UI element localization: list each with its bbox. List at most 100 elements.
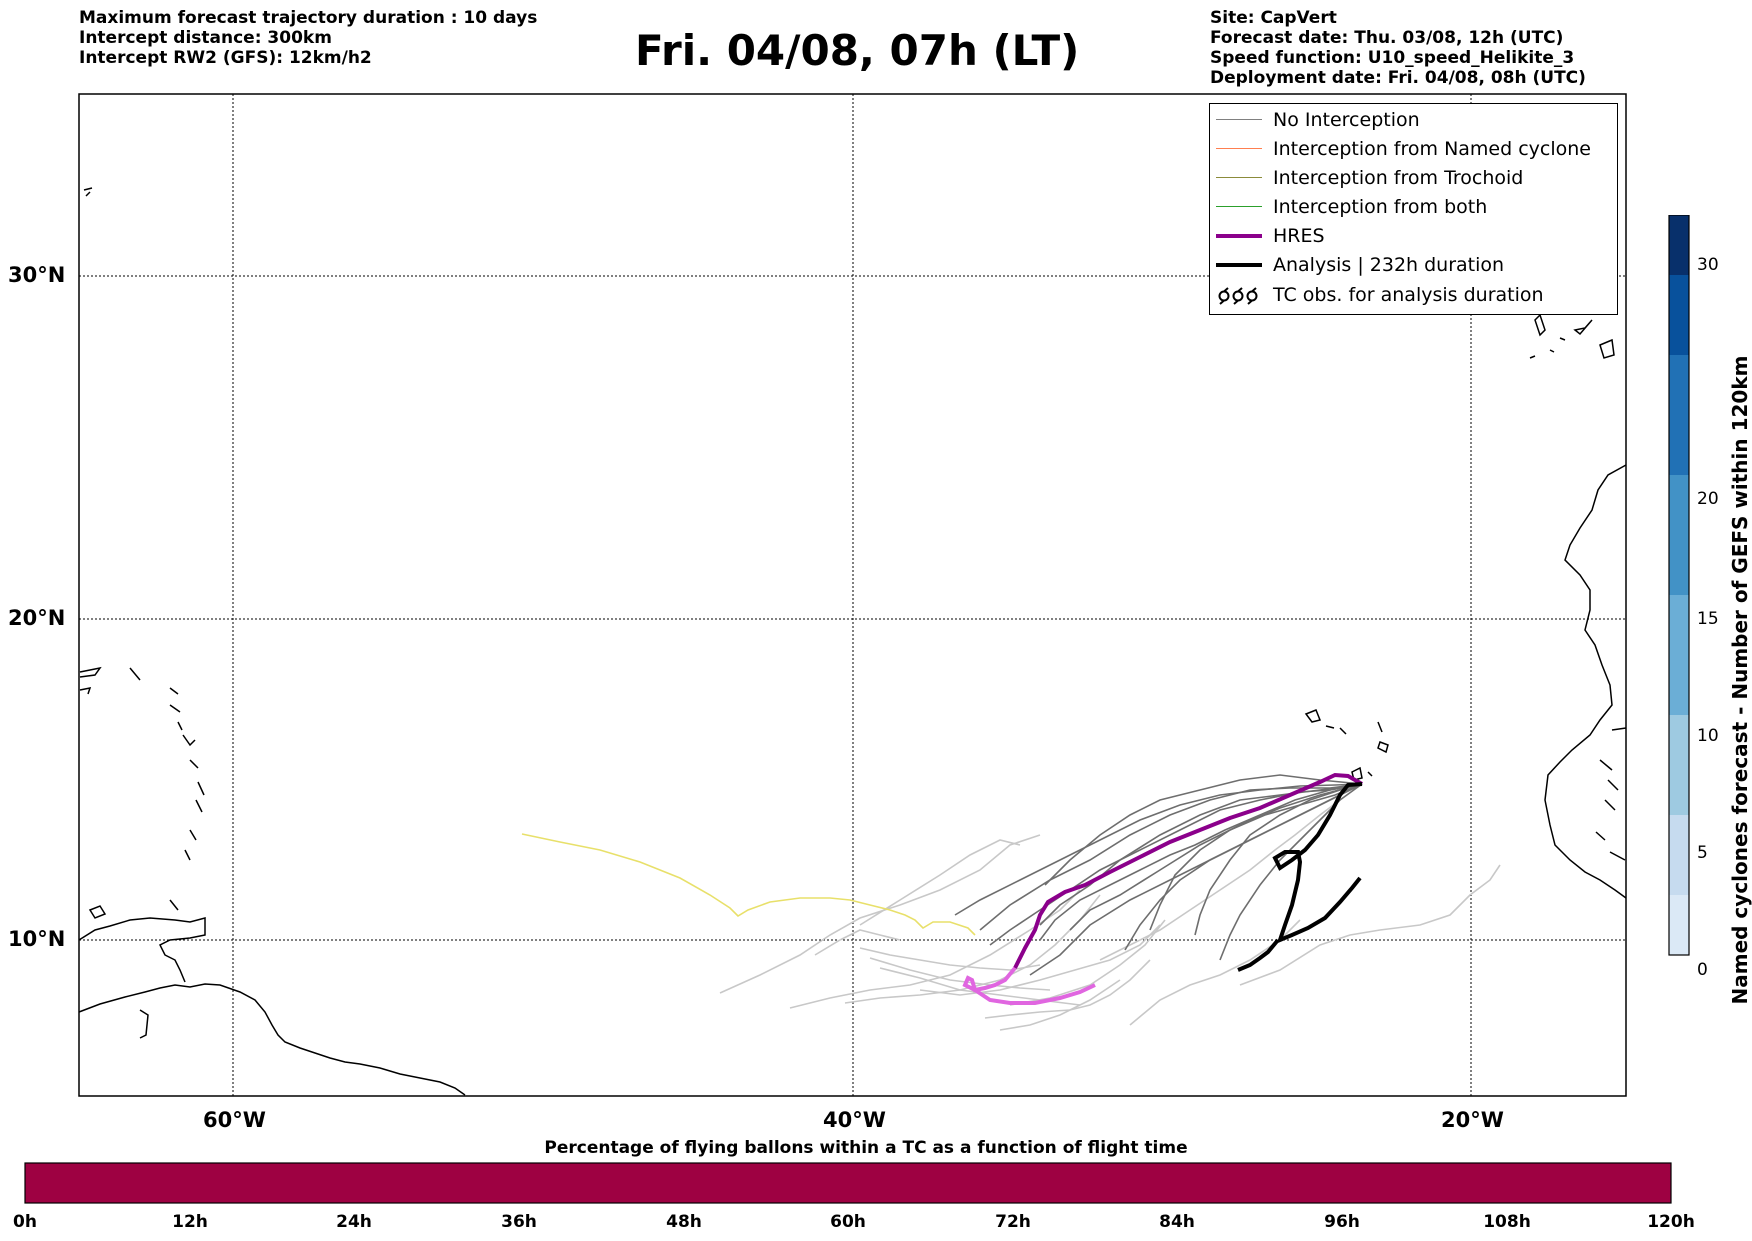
colorbar-bottom-fill	[24, 1162, 1672, 1204]
coast-cape-verde	[1304, 709, 1389, 781]
colorbar-seg	[1669, 215, 1689, 275]
trajectory-light-14	[999, 979, 1121, 1031]
trajectory-light-11	[919, 924, 1161, 996]
header-info-right: Site: CapVert Forecast date: Thu. 03/08,…	[1210, 8, 1586, 88]
trajectory-light-4	[984, 959, 1151, 1019]
colorbar-bottom-tick-48h: 48h	[666, 1212, 702, 1232]
colorbar-tick-15: 15	[1697, 609, 1719, 629]
trajectory-light-1	[719, 834, 1041, 994]
header-info-left: Maximum forecast trajectory duration : 1…	[79, 8, 537, 68]
legend-line-icon	[1216, 263, 1262, 267]
lat-tick-30: 30°N	[8, 263, 66, 287]
trajectories-light	[719, 799, 1501, 1031]
trajectories-dark	[954, 774, 1363, 976]
colorbar-bottom-tick-24h: 24h	[336, 1212, 372, 1232]
deployment-date-text: Deployment date: Fri. 04/08, 08h (UTC)	[1210, 68, 1586, 88]
analysis-trajectory	[1237, 782, 1363, 972]
colorbar-bottom-tick-120h: 120h	[1647, 1212, 1695, 1232]
intercept-distance-text: Intercept distance: 300km	[79, 28, 332, 48]
colorbar-seg	[1669, 475, 1689, 595]
coast-small-antilles	[79, 666, 205, 1039]
speed-function-text: Speed function: U10_speed_Helikite_3	[1210, 48, 1575, 68]
legend-item-tc-obs: TC obs. for analysis duration	[1210, 283, 1617, 307]
trajectory-light-7	[869, 957, 1051, 991]
colorbar-seg	[1669, 275, 1689, 355]
trajectory-dark-2	[1039, 783, 1363, 926]
legend-label: HRES	[1273, 225, 1325, 247]
colorbar-seg	[1669, 355, 1689, 475]
colorbar-bottom-tick-0h: 0h	[13, 1212, 37, 1232]
colorbar-bottom-tick-60h: 60h	[830, 1212, 866, 1232]
map-title: Fri. 04/08, 07h (LT)	[635, 26, 1080, 75]
colorbar-seg	[1669, 895, 1689, 955]
colorbar-right	[1668, 215, 1690, 956]
forecast-date-text: Forecast date: Thu. 03/08, 12h (UTC)	[1210, 28, 1564, 48]
legend-item-hres: HRES	[1210, 224, 1617, 248]
coastlines	[78, 187, 1627, 1096]
legend-label: Analysis | 232h duration	[1273, 254, 1505, 276]
colorbar-bottom-tick-108h: 108h	[1483, 1212, 1531, 1232]
map-legend: No Interception Interception from Named …	[1209, 103, 1618, 315]
colorbar-tick-10: 10	[1697, 726, 1719, 746]
colorbar-bottom-title: Percentage of flying ballons within a TC…	[544, 1138, 1188, 1158]
legend-line-icon	[1216, 234, 1262, 238]
coast-west-africa-islands	[1595, 727, 1627, 861]
lon-tick-40: 40°W	[823, 1108, 886, 1132]
trajectory-dark-7	[1069, 783, 1363, 931]
legend-label: TC obs. for analysis duration	[1273, 284, 1544, 306]
tc-symbol-icon	[1218, 287, 1258, 305]
trajectory-dark-5	[954, 783, 1363, 916]
lon-tick-60: 60°W	[203, 1108, 266, 1132]
trajectory-dark-12	[1039, 783, 1363, 941]
trajectory-light-9	[859, 839, 1021, 926]
trajectory-dark-3	[989, 783, 1363, 946]
legend-item-analysis: Analysis | 232h duration	[1210, 253, 1617, 277]
trajectory-dark-4	[1124, 783, 1363, 951]
trajectory-yellow	[521, 833, 976, 936]
trajectory-light-13	[1239, 864, 1501, 986]
trajectory-dark-10	[1194, 783, 1363, 936]
colorbar-bottom-tick-96h: 96h	[1324, 1212, 1360, 1232]
legend-line-icon	[1216, 148, 1262, 149]
legend-label: No Interception	[1273, 109, 1420, 131]
legend-label: Interception from both	[1273, 196, 1488, 218]
colorbar-seg	[1669, 595, 1689, 715]
max-duration-text: Maximum forecast trajectory duration : 1…	[79, 8, 538, 28]
colorbar-tick-0: 0	[1697, 960, 1708, 980]
legend-item-no-interception: No Interception	[1210, 108, 1617, 132]
colorbar-frame	[1668, 215, 1690, 956]
colorbar-tick-5: 5	[1697, 843, 1708, 863]
trajectory-light-12	[1099, 799, 1341, 961]
site-text: Site: CapVert	[1210, 8, 1337, 28]
trajectory-light-2	[789, 889, 1081, 1009]
legend-item-named-cyclone: Interception from Named cyclone	[1210, 137, 1617, 161]
lon-tick-20: 20°W	[1441, 1108, 1504, 1132]
legend-label: Interception from Named cyclone	[1273, 138, 1591, 160]
colorbar-bottom-tick-12h: 12h	[172, 1212, 208, 1232]
legend-line-icon	[1216, 177, 1262, 178]
trajectory-dark-11	[1149, 783, 1363, 931]
colorbar-bottom-tick-72h: 72h	[995, 1212, 1031, 1232]
coast-caribbean-north	[83, 187, 93, 197]
colorbar-seg	[1669, 815, 1689, 895]
legend-item-both: Interception from both	[1210, 195, 1617, 219]
hres-trajectory	[1013, 772, 1363, 969]
coast-west-africa	[1544, 464, 1627, 899]
legend-line-icon	[1216, 206, 1262, 207]
colorbar-tick-20: 20	[1697, 489, 1719, 509]
legend-label: Interception from Trochoid	[1273, 167, 1524, 189]
colorbar-bottom-tick-36h: 36h	[501, 1212, 537, 1232]
coast-venezuela	[78, 917, 206, 983]
trajectory-light-10	[814, 929, 901, 956]
colorbar-tick-30: 30	[1697, 255, 1719, 275]
colorbar-bottom-tick-84h: 84h	[1159, 1212, 1195, 1232]
hres-trajectory-extension	[962, 966, 1096, 1005]
legend-item-trochoid: Interception from Trochoid	[1210, 166, 1617, 190]
intercept-rw2-text: Intercept RW2 (GFS): 12km/h2	[79, 48, 372, 68]
trajectory-dark-9	[1044, 774, 1363, 886]
coast-south-america	[78, 983, 466, 1096]
colorbar-seg	[1669, 715, 1689, 815]
coast-canary-islands	[1529, 313, 1615, 359]
colorbar-bottom	[24, 1162, 1672, 1204]
